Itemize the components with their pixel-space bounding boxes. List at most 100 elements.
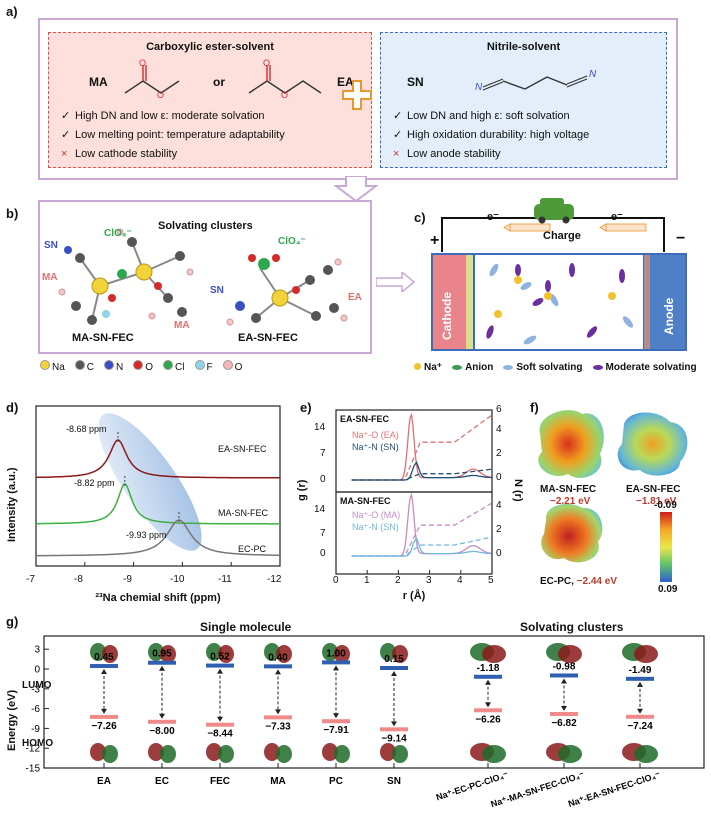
down-arrow-icon: [334, 176, 378, 202]
anode-label: Anode: [662, 297, 676, 335]
arrow-head: [391, 671, 397, 677]
orbital-lobe: [482, 745, 506, 763]
orbital-lobe: [102, 645, 118, 663]
right-arrow-icon: [376, 272, 416, 292]
esp-name-1: MA-SN-FEC: [540, 484, 597, 495]
minus-terminal: −: [676, 230, 686, 247]
ester-item-text: Low cathode stability: [75, 148, 178, 160]
homo-bar: [206, 722, 234, 727]
panel-g-label: g): [6, 614, 19, 629]
esp-ec-pc: [541, 504, 603, 563]
orbital-lobe: [90, 743, 106, 761]
rdf-chart: [335, 409, 493, 575]
x-tick: -8: [74, 574, 83, 585]
cluster-title: Solvating clusters: [520, 620, 624, 634]
orbital-lobe: [218, 645, 234, 663]
electrolyte-species: [486, 263, 634, 345]
homo-value: −7.33: [265, 721, 291, 732]
nmr-ticks: [35, 562, 281, 566]
lumo-bar: [90, 664, 118, 669]
sn-label: SN: [407, 75, 424, 89]
soft-solvating-icon: [503, 365, 514, 370]
atom-legend: Na C N O Cl F O: [40, 360, 370, 373]
orbital-lobe: [160, 645, 176, 663]
x-tick: 3: [426, 575, 432, 586]
atom-legend-item: O: [222, 360, 242, 373]
nmr-annot-ecpc: -9.93 ppm: [126, 530, 167, 540]
esp-ea-sn-fec: [617, 412, 688, 476]
lumo-value: -1.18: [477, 663, 500, 674]
lumo-value: 0.52: [210, 652, 230, 663]
y-tick-label: -12: [26, 744, 41, 755]
rdf-ytick: 0: [320, 474, 326, 485]
rdf-xticks: 0 1 2 3 4 5: [333, 575, 503, 587]
atom-legend-item: N: [104, 360, 123, 373]
c-atom-icon: [74, 360, 85, 370]
rdf-bottom-legend-o: Na⁺-O (MA): [352, 510, 401, 520]
lumo-label: LUMO: [22, 680, 52, 691]
homo-label: HOMO: [22, 738, 54, 749]
legend-item-moderate: Moderate solvating: [592, 362, 697, 373]
nitrile-title: Nitrile-solvent: [486, 41, 561, 53]
panel-e-label: e): [300, 400, 312, 415]
orbital-lobe: [392, 645, 408, 663]
rdf-bottom-series-n: [351, 536, 492, 557]
electron-label-left: e⁻: [487, 211, 499, 223]
homo-bar: [322, 719, 350, 724]
arrow-head: [333, 665, 339, 671]
rdf-ytick: 7: [320, 528, 326, 539]
panel-c-label: c): [414, 210, 426, 225]
homo-bar: [550, 712, 578, 717]
nmr-series-ma: [36, 483, 280, 525]
homo-bar: [90, 714, 118, 719]
atom-legend-item: C: [74, 360, 94, 373]
orbital-lobe: [380, 743, 396, 761]
nitrile-item: × Low anode stability: [393, 145, 589, 164]
rdf-y2tick: 6: [496, 404, 502, 415]
nmr-series-ecpc: [36, 519, 281, 557]
panel-f-label: f): [530, 400, 539, 415]
orbital-blobs: [90, 643, 658, 763]
rdf-y2tick: 0: [496, 548, 502, 559]
arrow-head: [217, 668, 223, 674]
atom-legend-item: Na: [40, 360, 65, 373]
cluster-structures: [58, 228, 348, 326]
check-icon: ✓: [61, 129, 71, 141]
colorbar-bottom: 0.09: [658, 584, 678, 595]
orbital-lobe: [634, 645, 658, 663]
lumo-bar: [474, 674, 502, 679]
arrow-head: [561, 706, 567, 712]
cluster1-name: MA-SN-FEC: [72, 332, 134, 344]
esp-name-2: EA-SN-FEC: [626, 484, 681, 495]
nmr-series-ea: [35, 439, 280, 479]
y-tick-label: -9: [31, 724, 40, 735]
atom-legend-item: F: [194, 360, 213, 373]
homo-value: −7.26: [91, 721, 117, 732]
lumo-value: -1.49: [629, 665, 652, 676]
energy-chart: 3 0 -3 -6 -9 -12 -15 0.45 −7.26 EA 0.95 −8.00 EC 0.5…: [26, 635, 705, 809]
arrow-head: [485, 702, 491, 708]
orbital-lobe: [102, 745, 118, 763]
category-label: MA: [270, 776, 286, 787]
ea-structure: O O: [248, 59, 322, 99]
lumo-value: 0.95: [152, 649, 172, 660]
electron-label-right: e⁻: [611, 211, 623, 223]
rdf-top-legend-o: Na⁺-O (EA): [352, 430, 399, 440]
x-tick: 4: [457, 575, 463, 586]
cluster1-ma-label: MA: [42, 272, 58, 283]
esp-energy-3: −2.44 eV: [576, 576, 617, 587]
arrow-head: [275, 709, 281, 715]
x-tick: 2: [395, 575, 401, 586]
ester-item: × Low cathode stability: [61, 145, 285, 164]
category-label: FEC: [210, 776, 230, 787]
nitrile-list: ✓ Low DN and high ε: soft solvation ✓ High…: [393, 107, 589, 164]
lumo-bar: [206, 663, 234, 668]
nitrile-item: ✓ Low DN and high ε: soft solvation: [393, 107, 589, 126]
panel-b-frame: [38, 200, 372, 354]
energy-levels: 0.45 −7.26 EA 0.95 −8.00 EC 0.52 −8.44 FEC 0.40 −7…: [90, 648, 662, 809]
shift-arrow-glow: [98, 413, 202, 551]
nmr-chart: [35, 405, 281, 567]
ester-item: ✓ High DN and low ε: moderate solvation: [61, 107, 285, 126]
arrow-head: [101, 669, 107, 675]
nmr-name-ma: MA-SN-FEC: [218, 508, 268, 518]
